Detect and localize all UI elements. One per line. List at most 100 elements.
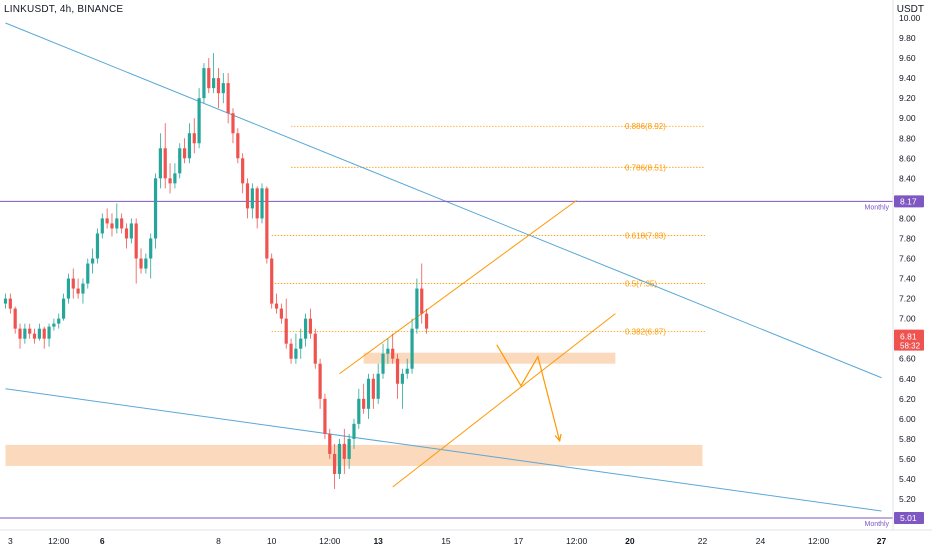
- candle-14[interactable]: [71, 268, 75, 299]
- candle-67[interactable]: [328, 428, 332, 459]
- candle-19[interactable]: [95, 228, 100, 264]
- candle-24[interactable]: [120, 213, 124, 234]
- candle-3[interactable]: [18, 323, 22, 349]
- candle-body: [357, 398, 361, 424]
- candle-86[interactable]: [420, 263, 424, 324]
- candle-43[interactable]: [212, 53, 216, 94]
- candle-75[interactable]: [366, 373, 371, 419]
- candle-36[interactable]: [178, 143, 182, 179]
- candle-50[interactable]: [245, 178, 250, 219]
- candle-16[interactable]: [81, 278, 85, 304]
- candle-1[interactable]: [8, 293, 12, 314]
- candle-59[interactable]: [289, 338, 293, 364]
- candle-38[interactable]: [187, 123, 192, 164]
- candle-47[interactable]: [231, 108, 235, 144]
- candle-28[interactable]: [139, 248, 143, 274]
- candle-22[interactable]: [110, 213, 114, 237]
- candle-69[interactable]: [337, 438, 342, 479]
- candle-72[interactable]: [352, 418, 356, 449]
- candle-17[interactable]: [86, 258, 90, 289]
- candle-80[interactable]: [391, 333, 395, 364]
- candle-20[interactable]: [100, 213, 104, 239]
- trendline-upper[interactable]: [5, 22, 882, 379]
- candle-0[interactable]: [3, 293, 8, 309]
- candle-51[interactable]: [250, 183, 254, 219]
- zone-lower[interactable]: [5, 444, 703, 466]
- candle-41[interactable]: [202, 63, 206, 104]
- candle-44[interactable]: [216, 68, 221, 109]
- candle-63[interactable]: [308, 308, 313, 339]
- projection-path[interactable]: [496, 344, 561, 442]
- candle-84[interactable]: [410, 318, 414, 374]
- candle-34[interactable]: [168, 163, 172, 194]
- candle-71[interactable]: [347, 433, 351, 469]
- candle-5[interactable]: [28, 323, 32, 339]
- candle-79[interactable]: [386, 338, 390, 364]
- candle-68[interactable]: [333, 443, 337, 489]
- candle-61[interactable]: [299, 328, 303, 359]
- candle-8[interactable]: [42, 326, 46, 349]
- candle-27[interactable]: [134, 218, 138, 284]
- candle-4[interactable]: [23, 323, 27, 344]
- candle-87[interactable]: [424, 308, 429, 334]
- candle-54[interactable]: [265, 186, 269, 264]
- candle-49[interactable]: [241, 153, 245, 194]
- candle-78[interactable]: [381, 343, 385, 379]
- candle-57[interactable]: [279, 303, 283, 324]
- candle-10[interactable]: [52, 318, 56, 331]
- candle-73[interactable]: [357, 388, 361, 429]
- candle-2[interactable]: [13, 306, 17, 334]
- candle-37[interactable]: [182, 138, 187, 164]
- candle-body: [110, 223, 114, 229]
- candle-9[interactable]: [47, 323, 51, 347]
- channel-bottom[interactable]: [392, 313, 616, 488]
- candle-85[interactable]: [415, 278, 419, 334]
- candle-13[interactable]: [66, 273, 71, 304]
- candle-62[interactable]: [303, 313, 308, 347]
- candle-11[interactable]: [57, 313, 61, 329]
- candle-58[interactable]: [284, 298, 288, 349]
- candle-82[interactable]: [400, 368, 404, 409]
- candle-18[interactable]: [91, 248, 95, 274]
- candle-42[interactable]: [207, 58, 211, 94]
- candle-70[interactable]: [342, 428, 346, 474]
- candle-66[interactable]: [323, 393, 327, 439]
- candle-40[interactable]: [197, 88, 201, 149]
- trendline-lower[interactable]: [5, 388, 882, 512]
- candle-45[interactable]: [221, 73, 225, 104]
- candle-33[interactable]: [163, 123, 167, 189]
- candle-26[interactable]: [129, 218, 133, 244]
- candle-76[interactable]: [371, 373, 375, 409]
- candle-39[interactable]: [192, 118, 196, 154]
- candle-64[interactable]: [313, 328, 317, 369]
- candle-7[interactable]: [37, 323, 41, 341]
- candle-23[interactable]: [115, 203, 119, 234]
- candle-29[interactable]: [144, 253, 148, 274]
- candle-65[interactable]: [318, 358, 322, 409]
- candle-55[interactable]: [270, 253, 274, 309]
- candle-31[interactable]: [153, 173, 158, 249]
- channel-top[interactable]: [339, 199, 577, 375]
- plot-area[interactable]: [0, 0, 893, 530]
- candle-15[interactable]: [76, 278, 80, 299]
- candle-81[interactable]: [395, 353, 400, 399]
- candle-35[interactable]: [173, 163, 177, 189]
- candle-12[interactable]: [61, 293, 66, 321]
- candle-46[interactable]: [226, 73, 230, 124]
- candle-74[interactable]: [362, 383, 366, 414]
- candle-25[interactable]: [124, 223, 129, 249]
- candle-21[interactable]: [105, 208, 109, 229]
- candle-60[interactable]: [294, 333, 298, 364]
- candle-53[interactable]: [260, 183, 264, 224]
- candle-6[interactable]: [32, 328, 37, 344]
- candle-32[interactable]: [158, 133, 162, 189]
- candle-30[interactable]: [149, 233, 153, 279]
- candle-48[interactable]: [236, 128, 240, 164]
- candle-77[interactable]: [376, 363, 380, 404]
- candle-83[interactable]: [405, 358, 409, 379]
- candle-56[interactable]: [274, 293, 279, 314]
- candle-52[interactable]: [255, 186, 259, 229]
- zone-upper[interactable]: [363, 352, 616, 364]
